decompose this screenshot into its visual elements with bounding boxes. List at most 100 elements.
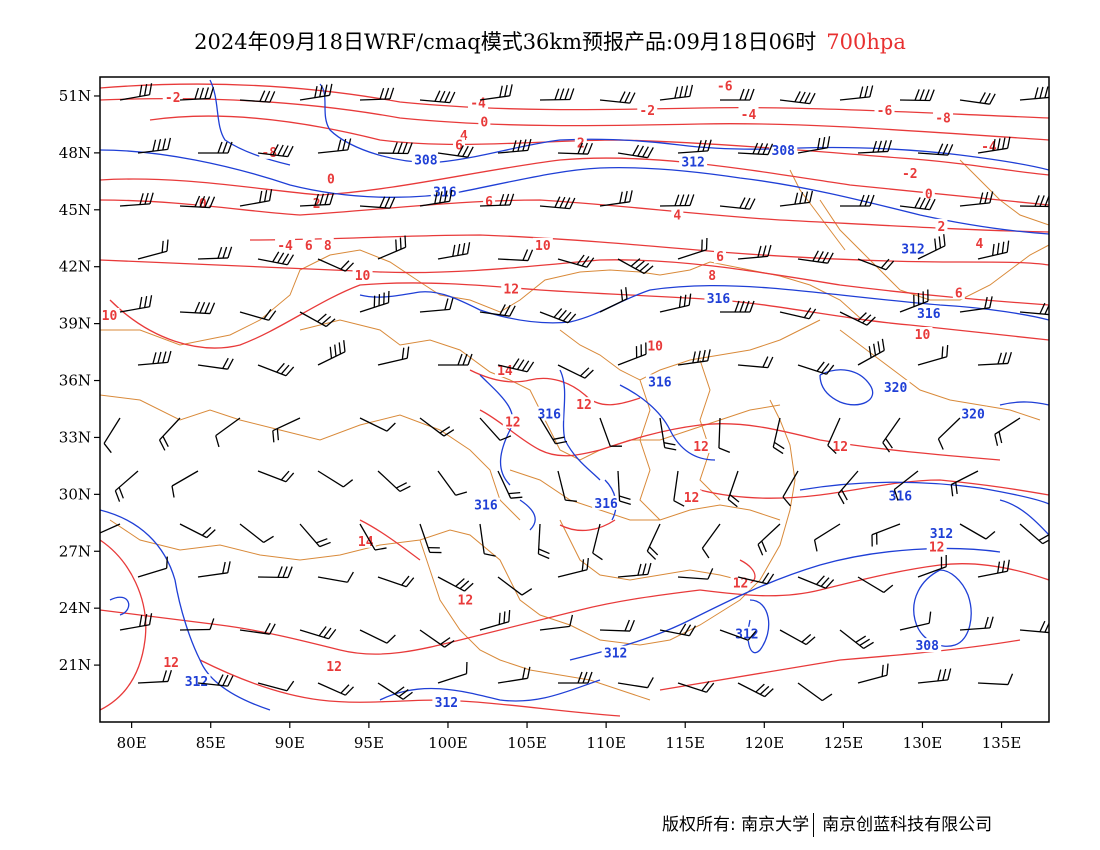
wind-barb bbox=[103, 417, 121, 454]
wind-barb bbox=[917, 668, 952, 684]
map-frame bbox=[99, 76, 1050, 723]
geopotential-label: 316 bbox=[917, 307, 941, 322]
temperature-label-bg bbox=[352, 268, 373, 283]
wind-barb bbox=[659, 623, 697, 637]
wind-barb bbox=[359, 87, 395, 101]
temperature-label-bg bbox=[933, 110, 954, 125]
temperature-label-bg bbox=[738, 106, 759, 121]
wind-barb bbox=[1019, 620, 1049, 634]
wind-barb bbox=[179, 523, 216, 539]
chart-title: 2024年09月18日WRF/cmaq模式36km预报产品:09月18日06时 7… bbox=[0, 26, 1100, 56]
wind-barb bbox=[839, 629, 874, 650]
wind-barb bbox=[813, 523, 841, 552]
temperature-label: 10 bbox=[355, 269, 371, 284]
y-tick-label: 48N bbox=[59, 144, 91, 162]
wind-barb bbox=[558, 671, 593, 684]
geopotential-label: 312 bbox=[604, 647, 627, 662]
wind-barb bbox=[537, 523, 550, 560]
temperature-label: 6 bbox=[485, 195, 493, 210]
temperature-label: 12 bbox=[693, 440, 709, 455]
geopotential-label: 316 bbox=[707, 292, 731, 307]
wind-barb bbox=[677, 568, 714, 580]
wind-barb bbox=[137, 350, 172, 366]
x-tick-label: 120E bbox=[745, 734, 785, 752]
footer-copyright: 版权所有: 南京大学 bbox=[662, 815, 810, 835]
wind-barb bbox=[377, 142, 413, 155]
temperature-label-bg bbox=[899, 165, 920, 180]
geopotential-label: 308 bbox=[915, 639, 939, 654]
temperature-label-bg bbox=[573, 397, 594, 412]
x-tick-label: 110E bbox=[586, 734, 626, 752]
wind-barb bbox=[539, 614, 574, 631]
wind-barb bbox=[419, 90, 456, 104]
wind-barb bbox=[899, 89, 935, 102]
geopotential-label-bg bbox=[898, 241, 927, 256]
wind-barb bbox=[977, 673, 1014, 686]
wind-barb bbox=[359, 417, 396, 432]
temperature-label: 4 bbox=[460, 129, 468, 144]
wind-barb bbox=[114, 470, 139, 502]
wind-barb bbox=[479, 610, 511, 631]
wind-barb bbox=[239, 622, 276, 635]
wind-barb bbox=[119, 613, 153, 631]
wind-barb bbox=[673, 470, 685, 507]
geopotential-label: 312 bbox=[735, 628, 758, 643]
temperature-label: 12 bbox=[458, 594, 474, 609]
wind-barb bbox=[737, 356, 774, 369]
wind-barb bbox=[359, 629, 396, 644]
wind-barb bbox=[797, 250, 834, 264]
temperature-label: -4 bbox=[741, 108, 757, 123]
temperature-label-bg bbox=[324, 171, 337, 186]
wind-barb bbox=[299, 626, 337, 640]
wind-barb bbox=[479, 84, 513, 101]
wind-barb bbox=[937, 417, 961, 450]
wind-barb bbox=[377, 470, 411, 493]
wind-barb bbox=[497, 576, 533, 596]
y-tick-label: 51N bbox=[59, 87, 91, 105]
temperature-label: -6 bbox=[877, 104, 893, 119]
wind-barb bbox=[659, 293, 692, 313]
wind-barb bbox=[497, 666, 531, 684]
footer: 版权所有: 南京大学 南京创蓝科技有限公司 bbox=[662, 810, 992, 837]
wind-barb bbox=[893, 470, 919, 501]
temperature-label-bg bbox=[922, 186, 935, 201]
geopotential-label-bg bbox=[535, 406, 564, 421]
y-tick-label: 42N bbox=[59, 258, 91, 276]
temperature-label: 6 bbox=[716, 250, 724, 265]
wind-barb bbox=[617, 562, 652, 578]
wind-barb bbox=[158, 417, 181, 451]
wind-barb bbox=[659, 84, 694, 101]
wind-barb bbox=[272, 417, 301, 443]
wind-barb bbox=[977, 240, 1010, 260]
wind-barb bbox=[437, 145, 474, 158]
temperature-label-bg bbox=[926, 539, 947, 554]
wind-barb bbox=[377, 235, 407, 260]
wind-barb bbox=[959, 616, 994, 631]
wind-barb bbox=[438, 353, 473, 366]
geopotential-label: 308 bbox=[772, 144, 796, 159]
temperature-label-bg bbox=[973, 235, 986, 250]
temperature-label: 8 bbox=[324, 239, 332, 254]
geopotential-label: 312 bbox=[681, 155, 704, 170]
temperature-label-bg bbox=[637, 103, 658, 118]
wind-barb bbox=[497, 470, 523, 499]
geopotential-label-bg bbox=[645, 374, 674, 389]
temperature-label-bg bbox=[161, 655, 182, 670]
wind-barb bbox=[617, 470, 631, 505]
y-tick-label: 24N bbox=[59, 599, 91, 617]
y-tick-label: 36N bbox=[59, 372, 91, 390]
wind-barb bbox=[917, 555, 947, 578]
wind-barb bbox=[857, 576, 894, 594]
temperature-label-bg bbox=[706, 268, 719, 283]
temperature-label: -8 bbox=[935, 112, 951, 127]
wind-barb bbox=[592, 523, 603, 561]
wind-barb bbox=[797, 682, 833, 702]
x-tick-label: 105E bbox=[507, 734, 547, 752]
wind-barb bbox=[179, 618, 215, 631]
x-tick-label: 115E bbox=[665, 734, 705, 752]
wind-barb bbox=[299, 83, 333, 101]
temperature-label: 12 bbox=[733, 577, 749, 592]
wind-barb bbox=[557, 470, 577, 502]
